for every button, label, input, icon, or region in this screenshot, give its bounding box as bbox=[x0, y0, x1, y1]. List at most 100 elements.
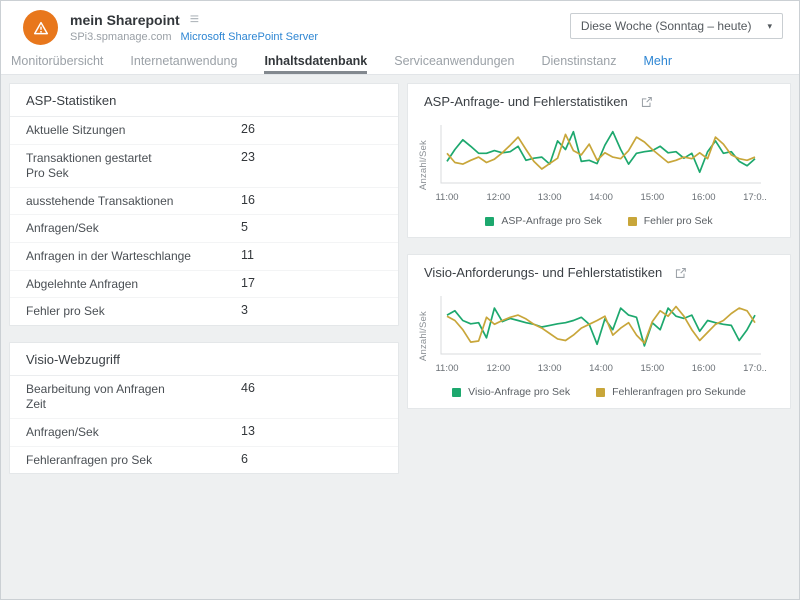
open-in-new-icon[interactable] bbox=[640, 96, 653, 108]
chart-legend: Visio-Anfrage pro Sek Fehleranfragen pro … bbox=[408, 386, 790, 398]
series-line-asp-anfrage-pro-sek bbox=[446, 130, 756, 174]
time-period-value: Diese Woche (Sonntag – heute) bbox=[580, 19, 752, 33]
stat-row-anfragen-in-der-warteschlange: Anfragen in der Warteschlange 11 bbox=[10, 243, 398, 271]
stat-row-anfragen-sek: Anfragen/Sek 5 bbox=[10, 215, 398, 243]
stat-label: Fehler pro Sek bbox=[26, 304, 105, 319]
stat-value: 11 bbox=[241, 247, 254, 262]
x-tick-label: 17:0.. bbox=[743, 192, 767, 203]
stat-value: 23 bbox=[241, 149, 255, 164]
legend-item-fehleranfragen-pro-sekunde[interactable]: Fehleranfragen pro Sekunde bbox=[596, 386, 746, 398]
chart-canvas: 11:00 12:00 13:00 14:00 15:00 16:00 17:0.. bbox=[435, 296, 767, 374]
stat-label: ausstehende Transaktionen bbox=[26, 193, 174, 208]
legend-item-fehler-pro-sek[interactable]: Fehler pro Sek bbox=[627, 215, 713, 227]
x-tick-label: 15:00 bbox=[640, 363, 664, 374]
chart-body: Anzahl/Sek 11:00 12:00 13:00 14:00 15:00 16:00… bbox=[408, 288, 790, 378]
panel-title: Visio-Webzugriff bbox=[10, 343, 398, 376]
monitor-host: SPi3.spmanage.com bbox=[70, 31, 172, 43]
chart-axes bbox=[440, 125, 761, 184]
stat-label: Anfragen/Sek bbox=[26, 221, 99, 236]
stat-row-fehler-pro-sek: Fehler pro Sek 3 bbox=[10, 298, 398, 325]
panel-asp-statistiken: ASP-Statistiken Aktuelle Sitzungen 26 Trans… bbox=[9, 83, 399, 326]
monitor-identity: mein Sharepoint ≡ SPi3.spmanage.com Micr… bbox=[23, 10, 318, 45]
hamburger-list-icon[interactable]: ≡ bbox=[189, 11, 200, 28]
stat-label: Anfragen in der Warteschlange bbox=[26, 248, 191, 263]
stat-value: 3 bbox=[241, 303, 248, 318]
legend-item-visio-anfrage-pro-sek[interactable]: Visio-Anfrage pro Sek bbox=[452, 386, 570, 398]
panel-visio-webzugriff: Visio-Webzugriff Bearbeitung von Anfragen… bbox=[9, 341, 399, 475]
stat-label: Abgelehnte Anfragen bbox=[26, 276, 139, 291]
title-block: mein Sharepoint ≡ SPi3.spmanage.com Micr… bbox=[70, 11, 319, 44]
stat-row-fehleranfragen-pro-sek: Fehleranfragen pro Sek 6 bbox=[10, 447, 398, 474]
charts-column: ASP-Anfrage- und Fehlerstatistiken Anzahl… bbox=[407, 83, 791, 409]
stat-value: 17 bbox=[241, 275, 255, 290]
stat-value: 6 bbox=[241, 451, 248, 466]
x-tick-label: 13:00 bbox=[538, 363, 562, 374]
time-period-dropdown[interactable]: Diese Woche (Sonntag – heute) ▾ bbox=[569, 13, 783, 39]
legend-label: ASP-Anfrage pro Sek bbox=[501, 215, 602, 227]
tab-inhaltsdatenbank[interactable]: Inhaltsdatenbank bbox=[264, 54, 368, 74]
stat-value: 46 bbox=[241, 380, 255, 395]
legend-label: Visio-Anfrage pro Sek bbox=[468, 386, 571, 398]
stat-value: 16 bbox=[241, 192, 255, 207]
legend-swatch bbox=[627, 216, 637, 226]
legend-label: Fehler pro Sek bbox=[643, 215, 713, 227]
legend-swatch bbox=[485, 216, 495, 226]
stat-row-abgelehnte-anfragen: Abgelehnte Anfragen 17 bbox=[10, 271, 398, 299]
chart-canvas: 11:00 12:00 13:00 14:00 15:00 16:00 17:0.. bbox=[435, 125, 767, 203]
tab-bar: Monitorübersicht Internetanwendung Inhalts… bbox=[1, 50, 799, 75]
chart-head: Visio-Anforderungs- und Fehlerstatistike… bbox=[408, 255, 790, 288]
open-in-new-icon[interactable] bbox=[674, 267, 687, 279]
x-tick-label: 15:00 bbox=[640, 192, 664, 203]
x-tick-label: 13:00 bbox=[538, 192, 562, 203]
x-tick-label: 16:00 bbox=[692, 363, 716, 374]
x-tick-label: 12:00 bbox=[486, 192, 510, 203]
legend-swatch bbox=[596, 387, 606, 397]
stat-value: 13 bbox=[241, 423, 255, 438]
chart-y-axis-label: Anzahl/Sek bbox=[418, 139, 429, 191]
legend-item-asp-anfrage-pro-sek[interactable]: ASP-Anfrage pro Sek bbox=[485, 215, 602, 227]
series-line-fehleranfragen-pro-sekunde bbox=[446, 305, 756, 345]
x-tick-label: 14:00 bbox=[589, 192, 613, 203]
stat-row-ausstehende-transaktionen: ausstehende Transaktionen 16 bbox=[10, 188, 398, 216]
stat-label: Bearbeitung von Anfragen Zeit bbox=[26, 381, 165, 412]
series-line-visio-anfrage-pro-sek bbox=[446, 307, 756, 347]
x-tick-label: 16:00 bbox=[692, 192, 716, 203]
chart-title: Visio-Anforderungs- und Fehlerstatistike… bbox=[424, 265, 663, 280]
stat-value: 26 bbox=[241, 122, 255, 136]
stat-value: 5 bbox=[241, 220, 248, 235]
app-header: mein Sharepoint ≡ SPi3.spmanage.com Micr… bbox=[1, 1, 799, 50]
monitor-title: mein Sharepoint bbox=[70, 12, 180, 28]
stat-row-bearbeitung-von-anfragen: Bearbeitung von Anfragen Zeit 46 bbox=[10, 376, 398, 419]
warning-triangle-icon bbox=[23, 10, 58, 45]
stat-row-anfragen-sek: Anfragen/Sek 13 bbox=[10, 419, 398, 447]
tab-monitor-bersicht[interactable]: Monitorübersicht bbox=[11, 54, 104, 68]
tab-serviceanwendungen[interactable]: Serviceanwendungen bbox=[394, 54, 515, 68]
chart-legend: ASP-Anfrage pro Sek Fehler pro Sek bbox=[408, 215, 790, 227]
chart-panel-visio-anforderungs-und-fehlerstatistiken: Visio-Anforderungs- und Fehlerstatistike… bbox=[407, 254, 791, 409]
chart-y-axis-label: Anzahl/Sek bbox=[418, 310, 429, 362]
chart-axes bbox=[440, 296, 761, 355]
stat-row-transaktionen-gestartet: Transaktionen gestartet Pro Sek 23 bbox=[10, 145, 398, 188]
stats-column: ASP-Statistiken Aktuelle Sitzungen 26 Trans… bbox=[9, 83, 399, 475]
stat-label: Aktuelle Sitzungen bbox=[26, 123, 126, 137]
chart-panel-asp-anfrage-und-fehlerstatistiken: ASP-Anfrage- und Fehlerstatistiken Anzahl… bbox=[407, 83, 791, 238]
chart-body: Anzahl/Sek 11:00 12:00 13:00 14:00 15:00 16:00… bbox=[408, 117, 790, 207]
legend-swatch bbox=[452, 387, 462, 397]
x-tick-label: 12:00 bbox=[486, 363, 510, 374]
stat-row-aktuelle-sitzungen: Aktuelle Sitzungen 26 bbox=[10, 117, 398, 145]
panel-title: ASP-Statistiken bbox=[10, 84, 398, 117]
chart-title: ASP-Anfrage- und Fehlerstatistiken bbox=[424, 94, 628, 109]
tab-dienstinstanz[interactable]: Dienstinstanz bbox=[541, 54, 617, 68]
stat-label: Fehleranfragen pro Sek bbox=[26, 452, 153, 467]
stat-label: Anfragen/Sek bbox=[26, 424, 99, 439]
tab-internetanwendung[interactable]: Internetanwendung bbox=[130, 54, 238, 68]
series-line-fehler-pro-sek bbox=[446, 133, 756, 170]
x-tick-label: 17:0.. bbox=[743, 363, 767, 374]
product-type-link[interactable]: Microsoft SharePoint Server bbox=[180, 31, 319, 43]
x-tick-label: 14:00 bbox=[589, 363, 613, 374]
caret-down-icon: ▾ bbox=[767, 20, 772, 31]
tab-mehr[interactable]: Mehr bbox=[643, 54, 672, 68]
stat-label: Transaktionen gestartet Pro Sek bbox=[26, 150, 152, 181]
chart-head: ASP-Anfrage- und Fehlerstatistiken bbox=[408, 84, 790, 117]
